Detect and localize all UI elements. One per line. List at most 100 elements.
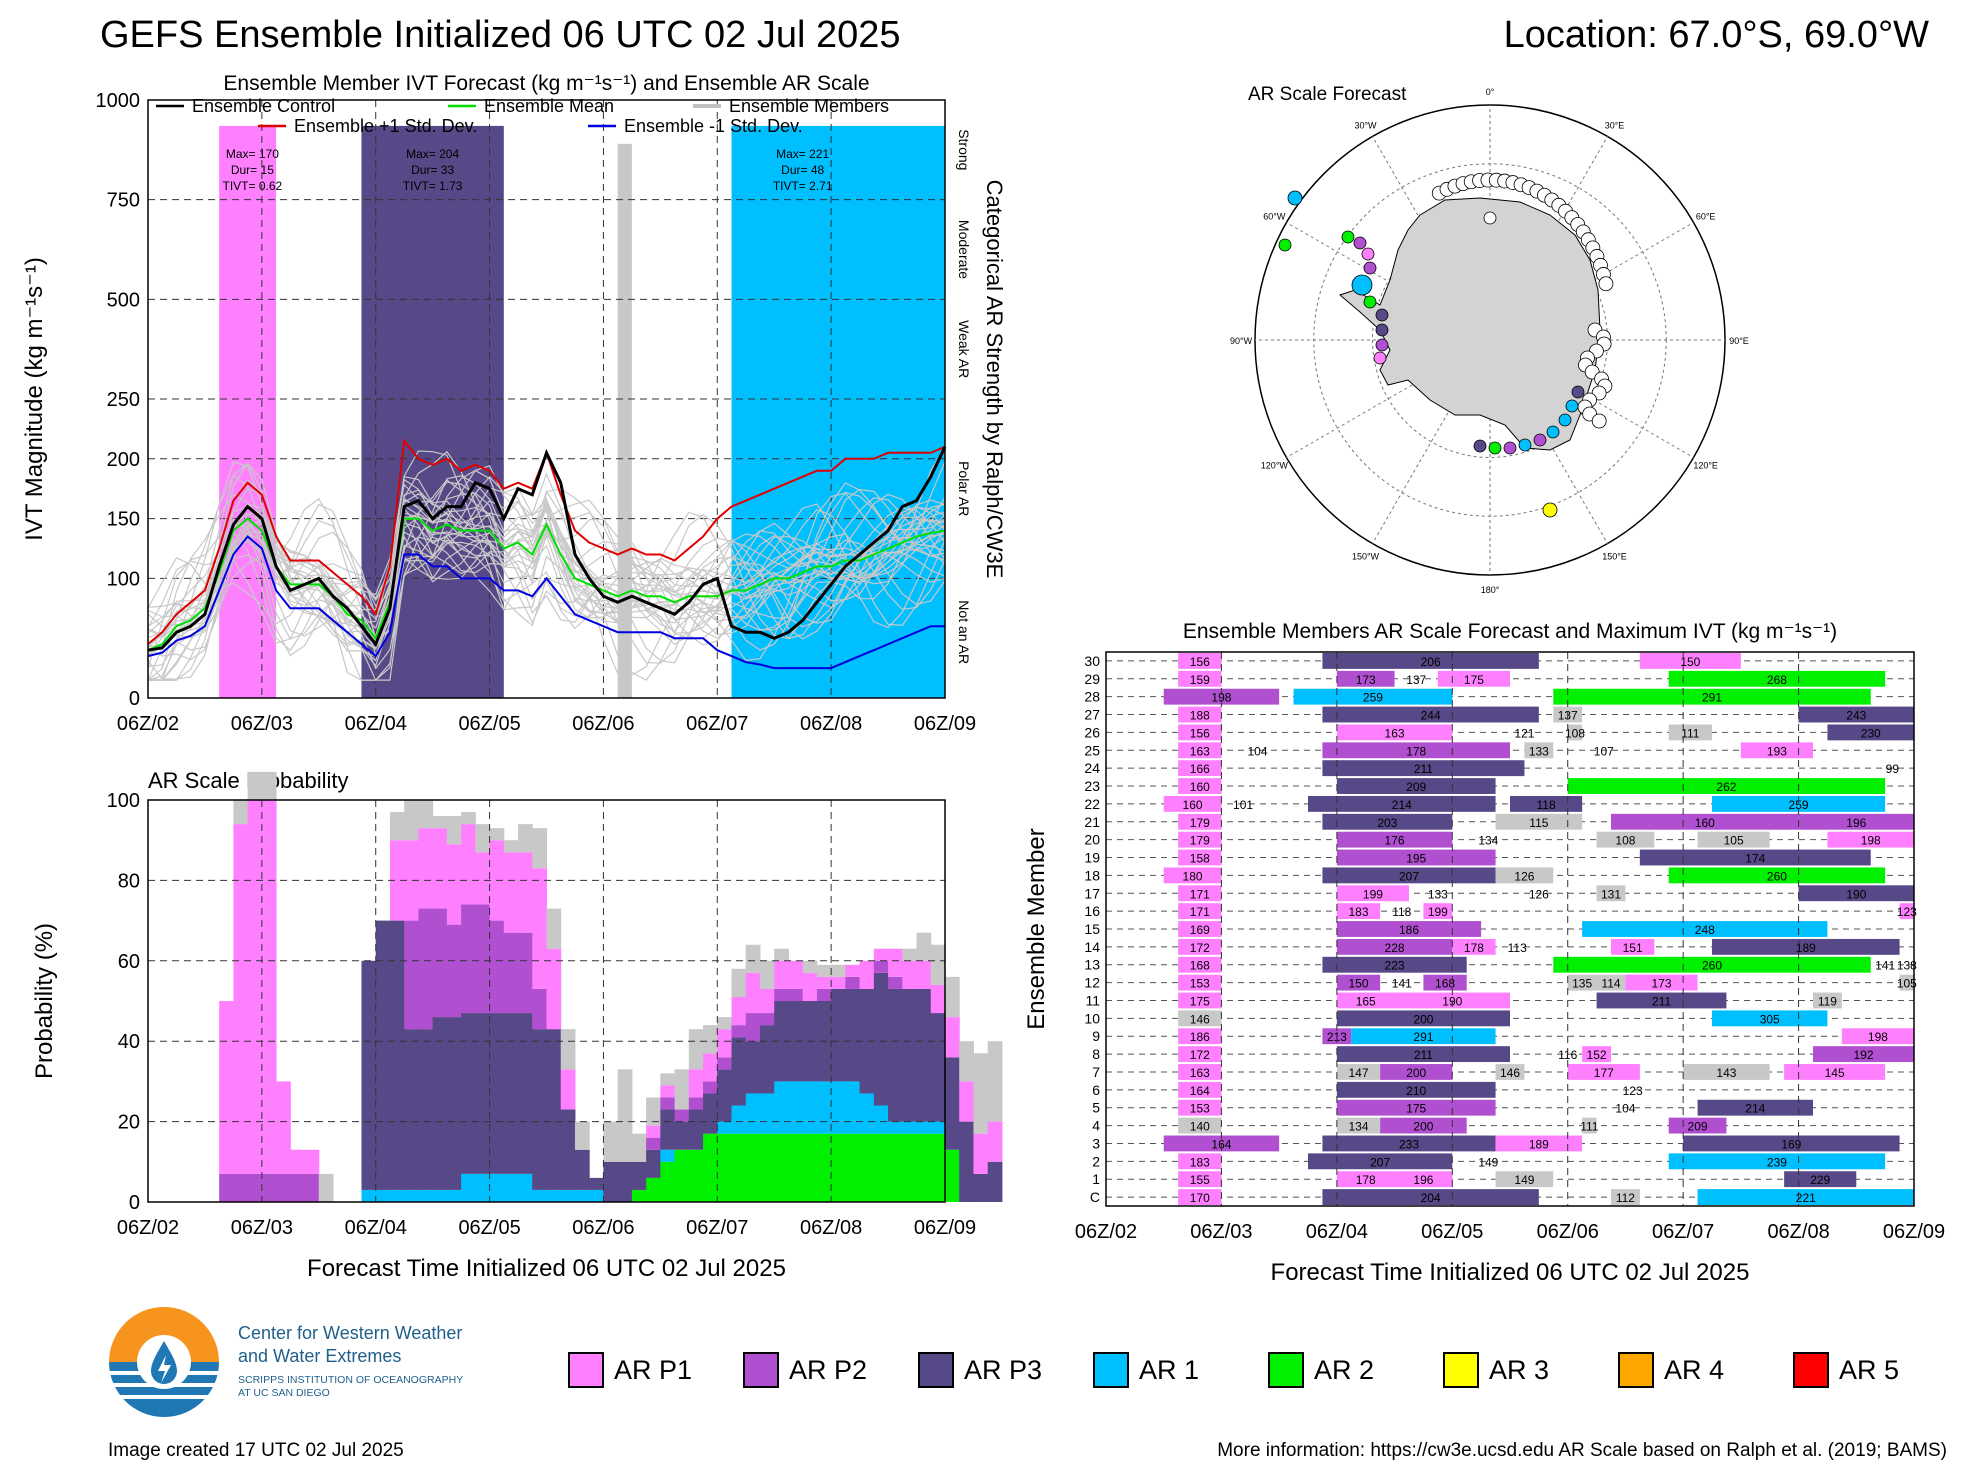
legend-label: AR P3 (964, 1354, 1043, 1385)
member-event-value: 200 (1413, 1120, 1433, 1134)
prob-bar-segment (631, 1133, 647, 1162)
prob-bar-segment (774, 1001, 789, 1082)
member-event-value: 268 (1767, 673, 1787, 687)
prob-bar-segment (888, 948, 903, 977)
y-tick-label: 60 (118, 951, 140, 973)
member-event-value: 204 (1421, 1191, 1441, 1205)
prob-bar-segment (930, 944, 946, 985)
member-label: 29 (1084, 671, 1100, 687)
member-event-value: 183 (1190, 1155, 1210, 1169)
cw3e-logo (109, 1307, 219, 1418)
prob-bar-segment (461, 1013, 476, 1174)
member-event-bar (1813, 1046, 1914, 1063)
ar-scale-point (1598, 276, 1614, 292)
legend-label: AR P2 (789, 1354, 868, 1385)
x-tick-label: 06Z/04 (345, 1217, 407, 1239)
member-event-value: 183 (1348, 905, 1368, 919)
member-event-bar (1336, 938, 1453, 955)
y-axis-label: Ensemble Member (1023, 828, 1050, 1029)
member-event-bar (1336, 778, 1496, 794)
member-label: 21 (1084, 814, 1100, 830)
series-line (147, 446, 947, 652)
prob-bar-segment (674, 1069, 690, 1110)
prob-bar-segment (703, 1093, 718, 1134)
ar-scale-point (1363, 261, 1377, 275)
prob-bar-segment (959, 1041, 974, 1082)
member-event-bar (1178, 670, 1222, 687)
prob-bar-segment (574, 1121, 590, 1150)
prob-bar-segment (888, 988, 903, 1122)
prob-bar-segment (745, 1041, 761, 1094)
member-event-bar (1611, 813, 1799, 830)
member-event-value: 198 (1868, 1030, 1888, 1044)
member-event-bar (1336, 921, 1482, 937)
member-event-bar (1639, 653, 1741, 669)
member-event-bar (1336, 1117, 1381, 1134)
member-event-bar (1668, 724, 1712, 741)
prob-bar-segment (219, 1173, 234, 1202)
prob-bar-segment (446, 1189, 462, 1202)
prob-bar-segment (930, 1013, 946, 1122)
logo-subtext: SCRIPPS INSTITUTION OF OCEANOGRAPHY AT U… (238, 1374, 463, 1400)
prob-bar-segment (731, 1025, 747, 1038)
prob-bar-segment (503, 932, 519, 1014)
member-event-value: 164 (1190, 1084, 1210, 1098)
member-event-bar (1712, 795, 1886, 812)
prob-bar-segment (745, 1093, 761, 1134)
plot-frame (147, 99, 946, 699)
member-event-bar (1178, 831, 1222, 848)
prob-bar-segment (688, 1097, 704, 1110)
x-tick-label: 06Z/09 (1883, 1221, 1945, 1243)
member-event-bar (1178, 921, 1222, 937)
prob-bar-segment (276, 1081, 291, 1174)
lon-label: 120°E (1693, 461, 1718, 471)
ar-scale-point (1503, 441, 1517, 455)
x-tick-label: 06Z/07 (686, 713, 748, 735)
prob-bar-segment (888, 1133, 903, 1202)
member-label: 27 (1084, 707, 1100, 723)
prob-bar-segment (973, 1053, 989, 1134)
prob-bar-segment (660, 1161, 676, 1202)
member-event-value: 243 (1846, 709, 1866, 723)
prob-bar-segment (304, 1149, 320, 1174)
prob-bar-segment (788, 988, 804, 1001)
ar-scale-point (1375, 338, 1389, 352)
member-event-bar (1178, 706, 1222, 723)
member-event-value: 158 (1190, 852, 1210, 866)
member-event-bar (1495, 813, 1583, 830)
prob-bar-segment (688, 1069, 704, 1098)
ar-scale-point (1473, 439, 1487, 453)
member-event-value: 118 (1392, 905, 1411, 919)
member-event-value: 153 (1190, 977, 1210, 991)
member-event-value: 145 (1825, 1066, 1845, 1080)
category-label: Not an AR (956, 600, 972, 664)
member-event-bar (1798, 885, 1914, 902)
prob-bar-segment (646, 1137, 661, 1150)
member-label: C (1090, 1189, 1100, 1205)
prob-bar-segment (916, 932, 932, 961)
prob-bar-segment (759, 988, 775, 1014)
member-label: 11 (1085, 992, 1100, 1008)
ar-period-label: Dur= 15 (231, 163, 274, 177)
ar-scale-point (1546, 425, 1560, 439)
prob-bar-segment (759, 1133, 775, 1202)
member-label: 7 (1092, 1064, 1100, 1080)
member-event-bar (1163, 795, 1222, 812)
prob-bar-segment (361, 1189, 377, 1202)
prob-bar-segment (389, 920, 405, 1190)
member-event-value: 190 (1846, 887, 1866, 901)
member-event-value: 149 (1514, 1173, 1534, 1187)
member-event-bar (1394, 1171, 1453, 1188)
prob-bar-segment (945, 1017, 960, 1058)
prob-bar-segment (461, 1173, 476, 1202)
prob-bar-segment (603, 1161, 619, 1202)
plot-frame (1105, 651, 1915, 1207)
prob-bar-segment (859, 988, 875, 1094)
prob-bar-segment (788, 1081, 804, 1134)
ar-scale-point (1278, 238, 1292, 252)
prob-bar-segment (873, 1133, 889, 1202)
member-event-bar (1178, 1171, 1222, 1188)
member-label: 24 (1084, 760, 1100, 776)
map-title: AR Scale Forecast (1248, 84, 1407, 105)
member-event-value: 116 (1558, 1048, 1577, 1062)
